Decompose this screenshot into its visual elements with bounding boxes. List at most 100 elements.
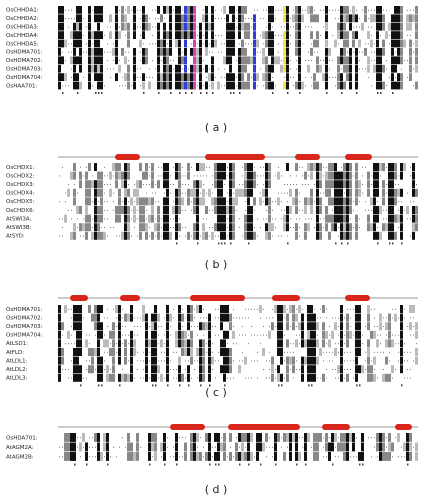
residue-cell [229, 356, 232, 365]
residue-tick [218, 34, 219, 36]
residue-tick [155, 43, 156, 45]
residue-tick [362, 184, 363, 185]
residue-cell [94, 39, 97, 48]
residue-cell [268, 163, 271, 171]
residue-cell [205, 206, 208, 214]
residue-cell [97, 214, 100, 223]
residue-cell [115, 6, 118, 14]
residue-cell [64, 305, 67, 313]
residue-tick [158, 360, 159, 362]
residue-tick [242, 175, 243, 177]
residue-cell [406, 452, 409, 461]
residue-cell [397, 39, 400, 48]
residue-cell [367, 356, 370, 365]
consensus-mark [188, 384, 190, 387]
residue-tick [140, 18, 141, 20]
residue-cell [70, 452, 73, 461]
residue-tick [374, 43, 375, 45]
residue-tick [263, 9, 264, 11]
residue-tick [113, 227, 114, 228]
residue-cell [223, 442, 226, 452]
residue-cell [97, 433, 100, 442]
residue-tick [374, 446, 375, 448]
residue-tick [131, 85, 132, 87]
residue-tick [383, 317, 384, 319]
residue-tick [83, 175, 84, 177]
residue-cell [268, 39, 271, 48]
residue-tick [260, 192, 261, 194]
residue-cell [196, 206, 199, 214]
sequence-name: AtSYD: [6, 234, 25, 240]
residue-cell [349, 14, 352, 23]
residue-cell [268, 6, 271, 14]
residue-cell [268, 330, 271, 339]
consensus-mark [281, 384, 283, 387]
residue-tick [224, 76, 225, 78]
residue-cell [376, 206, 379, 214]
residue-cell [367, 56, 370, 65]
residue-cell [262, 73, 265, 81]
residue-tick [68, 369, 69, 370]
residue-tick [119, 235, 120, 237]
helix [272, 295, 300, 301]
residue-tick [68, 85, 69, 87]
residue-cell [391, 365, 394, 374]
residue-cell [166, 64, 169, 73]
residue-tick [413, 9, 414, 11]
residue-cell [67, 442, 70, 452]
residue-cell [85, 339, 88, 348]
residue-cell [175, 81, 178, 90]
residue-cell [295, 14, 298, 23]
residue-tick [236, 60, 237, 62]
residue-cell [379, 56, 382, 65]
residue-tick [68, 209, 69, 211]
residue-tick [263, 175, 264, 177]
residue-cell [244, 81, 247, 90]
residue-tick [149, 326, 150, 327]
residue-cell [286, 81, 289, 90]
residue-cell [196, 433, 199, 442]
residue-tick [245, 43, 246, 45]
residue-tick [368, 26, 369, 28]
consensus-mark [305, 463, 307, 466]
residue-cell [325, 31, 328, 39]
residue-tick [218, 235, 219, 237]
residue-tick [230, 377, 231, 379]
residue-cell [382, 223, 385, 232]
residue-tick [149, 18, 150, 20]
residue-cell [244, 6, 247, 14]
residue-cell [370, 373, 373, 382]
residue-tick [236, 9, 237, 11]
residue-tick [95, 456, 96, 458]
residue-cell [238, 452, 241, 461]
residue-tick [245, 377, 246, 379]
residue-cell [106, 365, 109, 374]
residue-cell [220, 313, 223, 322]
residue-tick [113, 209, 114, 211]
residue-cell [322, 330, 325, 339]
consensus-mark [209, 384, 211, 387]
residue-cell [382, 188, 385, 197]
residue-cell [139, 214, 142, 223]
residue-tick [275, 218, 276, 220]
residue-tick [281, 34, 282, 36]
residue-cell [220, 163, 223, 171]
residue-tick [242, 326, 243, 327]
residue-tick [125, 85, 126, 87]
residue-tick [131, 209, 132, 211]
residue-tick [320, 192, 321, 194]
residue-cell [373, 231, 376, 240]
residue-tick [155, 18, 156, 20]
residue-cell [370, 223, 373, 232]
residue-cell [391, 442, 394, 452]
residue-cell [307, 64, 310, 73]
residue-cell [388, 171, 391, 180]
residue-cell [73, 39, 76, 48]
residue-cell [391, 231, 394, 240]
residue-cell [166, 339, 169, 348]
residue-cell [196, 305, 199, 313]
residue-tick [380, 34, 381, 36]
residue-cell [205, 6, 208, 14]
residue-tick [404, 343, 405, 345]
residue-cell [79, 81, 82, 90]
